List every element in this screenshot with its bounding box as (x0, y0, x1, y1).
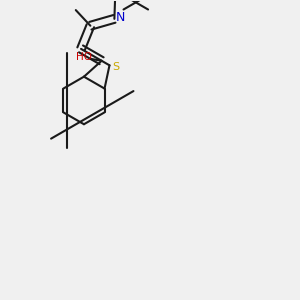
Text: HO: HO (76, 52, 92, 62)
Text: S: S (112, 62, 120, 72)
Text: N: N (116, 11, 125, 24)
